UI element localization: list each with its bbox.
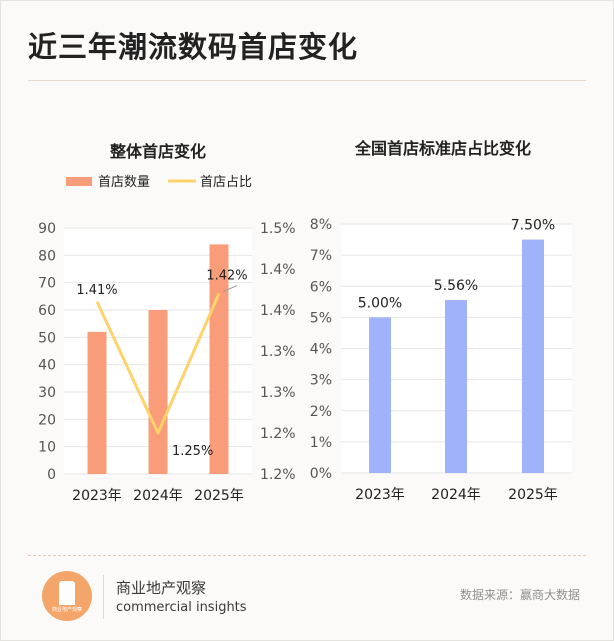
y-tick-2: 5% xyxy=(310,310,332,326)
bar-2 xyxy=(445,299,467,473)
y-tick-2: 4% xyxy=(310,342,332,358)
y-tick-left: 90 xyxy=(38,221,56,237)
brand-logo: 商业地产观察 xyxy=(42,571,92,621)
legend-label-bar: 首店数量 xyxy=(98,175,150,190)
y-tick-left: 10 xyxy=(38,440,56,456)
y-tick-left: 0 xyxy=(47,467,56,483)
line-data-label: 1.41% xyxy=(76,283,117,298)
y-tick-right: 1.3% xyxy=(260,385,296,401)
y-tick-2: 3% xyxy=(310,373,332,389)
y-tick-right: 1.3% xyxy=(260,344,296,360)
y-tick-left: 60 xyxy=(38,303,56,319)
y-tick-left: 80 xyxy=(38,248,56,264)
line-series xyxy=(95,292,221,435)
bar xyxy=(148,310,168,474)
x-tick-label: 2023年 xyxy=(72,488,122,504)
bar-2 xyxy=(522,239,544,473)
y-tick-left: 20 xyxy=(38,412,56,428)
legend-swatch-bar xyxy=(66,177,92,186)
bar xyxy=(87,331,107,474)
line-data-label: 1.25% xyxy=(172,444,213,459)
y-tick-left: 30 xyxy=(38,385,56,401)
logo-text: 商业地产观察 xyxy=(51,607,82,613)
label-leader-line xyxy=(222,285,238,293)
x-tick-label: 2025年 xyxy=(194,488,244,504)
legend-label-line: 首店占比 xyxy=(200,175,252,190)
y-tick-right: 1.4% xyxy=(260,262,296,278)
bar-data-label-2: 7.50% xyxy=(511,218,555,234)
x-tick-label-2: 2023年 xyxy=(355,487,405,503)
x-tick-label-2: 2025年 xyxy=(508,487,558,503)
bar-2 xyxy=(369,317,391,473)
y-tick-right: 1.4% xyxy=(260,303,296,319)
x-tick-label: 2024年 xyxy=(133,488,183,504)
lighthouse-icon xyxy=(59,581,75,605)
brand-name: 商业地产观察 xyxy=(116,579,207,597)
chart-title-2: 全国首店标准店占比变化 xyxy=(354,139,531,158)
y-tick-2: 1% xyxy=(310,435,332,451)
y-tick-2: 2% xyxy=(310,404,332,420)
y-tick-right: 1.2% xyxy=(260,467,296,483)
line-data-label: 1.42% xyxy=(206,269,247,284)
bar-data-label-2: 5.00% xyxy=(358,295,402,311)
y-tick-right: 1.5% xyxy=(260,221,296,237)
brand-subtitle: commercial insights xyxy=(116,600,247,615)
y-tick-2: 7% xyxy=(310,248,332,264)
bar-data-label-2: 5.56% xyxy=(434,278,478,294)
brand-separator xyxy=(103,575,104,619)
data-source: 数据来源：赢商大数据 xyxy=(459,588,580,602)
y-tick-2: 0% xyxy=(310,466,332,482)
page-title: 近三年潮流数码首店变化 xyxy=(28,30,359,64)
y-tick-2: 8% xyxy=(310,217,332,233)
y-tick-left: 40 xyxy=(38,358,56,374)
y-tick-right: 1.2% xyxy=(260,426,296,442)
y-tick-2: 6% xyxy=(310,279,332,295)
title-divider xyxy=(28,80,586,81)
footer-divider xyxy=(28,555,586,556)
x-tick-label-2: 2024年 xyxy=(431,487,481,503)
chart-title: 整体首店变化 xyxy=(109,142,206,161)
y-tick-left: 50 xyxy=(38,330,56,346)
y-tick-left: 70 xyxy=(38,276,56,292)
